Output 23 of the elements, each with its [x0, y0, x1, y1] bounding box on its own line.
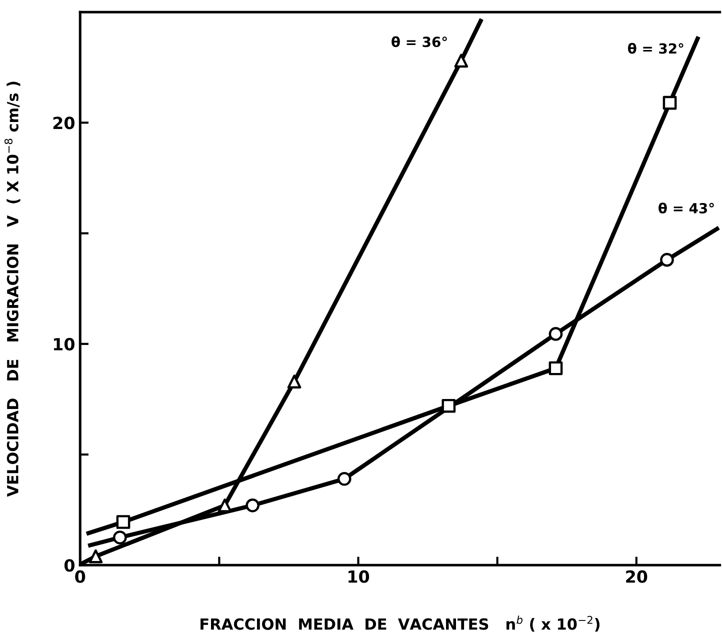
x-tick-label: 10	[348, 570, 370, 583]
point	[337, 472, 352, 486]
y-axis-title: VELOCIDAD DE MIGRACION V ( X 10$^{−8}$ cm/s )	[4, 82, 20, 497]
point	[548, 361, 563, 376]
series-label: θ = 36°	[392, 36, 447, 48]
series-label: θ = 43°	[658, 202, 714, 214]
point	[287, 374, 302, 388]
x-tick-label: 20	[626, 570, 648, 583]
point	[660, 252, 674, 267]
x-tick-label: 0	[75, 570, 86, 583]
y-tick-label: 0	[64, 559, 74, 572]
point	[88, 549, 103, 564]
point	[112, 530, 127, 544]
point	[116, 515, 130, 529]
y-tick-label: 10	[54, 338, 74, 350]
point	[442, 398, 456, 413]
point	[454, 54, 468, 68]
x-axis-title: FRACCION MEDIA DE VACANTES n$^{b}$ ( x 10$^{−2}$)	[200, 616, 600, 632]
point	[662, 96, 677, 110]
y-tick-label: 20	[53, 116, 74, 130]
series-label: θ = 32°	[628, 42, 684, 54]
point	[548, 327, 563, 341]
point	[246, 498, 260, 512]
